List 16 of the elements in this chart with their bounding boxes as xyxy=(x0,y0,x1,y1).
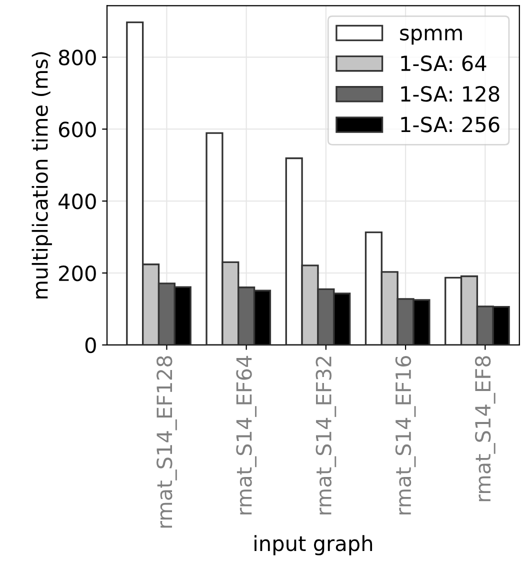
y-tick-label: 800 xyxy=(58,50,96,66)
legend-label: 1-SA: 128 xyxy=(401,86,500,102)
x-tick-label: rmat_S14_EF64 xyxy=(236,356,257,514)
legend-label: spmm xyxy=(400,28,462,45)
legend-label: 1-SA: 256 xyxy=(401,116,500,132)
legend-label: 1-SA: 64 xyxy=(401,55,486,72)
x-tick-label: rmat_S14_EF32 xyxy=(316,356,336,514)
y-tick-label: 200 xyxy=(59,265,96,282)
y-tick-label: 400 xyxy=(58,194,96,210)
y-tick-label: 600 xyxy=(58,122,96,138)
y-tick-label: 0 xyxy=(85,337,96,354)
x-axis-title: input graph xyxy=(254,535,372,556)
x-tick-label: rmat_S14_EF128 xyxy=(156,356,177,528)
x-tick-label: rmat_S14_EF8 xyxy=(474,356,496,502)
x-tick-label: rmat_S14_EF16 xyxy=(395,356,416,514)
y-axis-title: multiplication time (ms) xyxy=(32,52,52,298)
